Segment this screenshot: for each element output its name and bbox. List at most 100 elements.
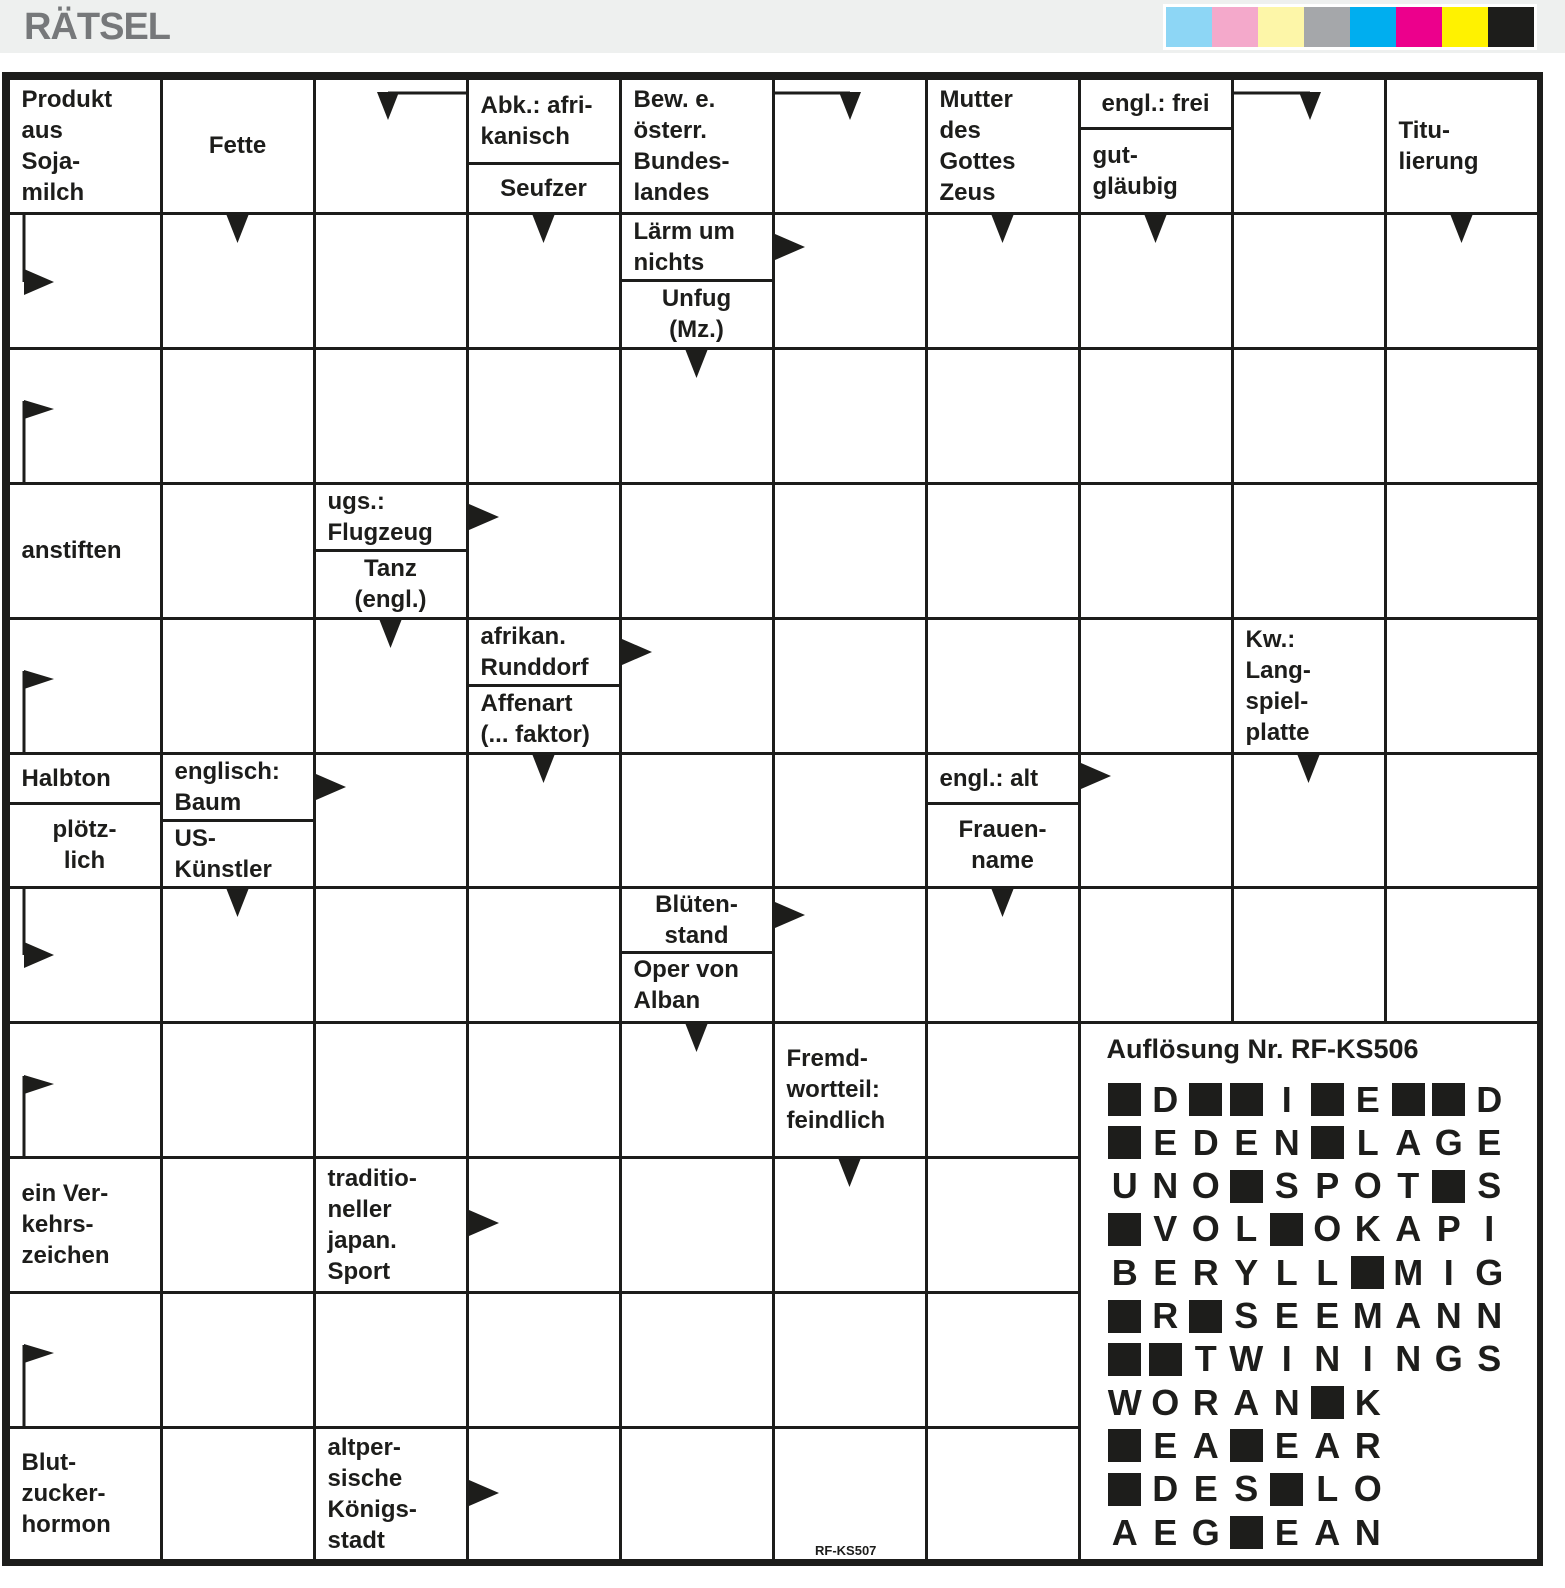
solution-letter: N xyxy=(1476,1295,1503,1336)
answer-cell[interactable] xyxy=(162,1428,313,1559)
crossword-grid: Produkt aus Soja- milch Fette Abk.: afri- … xyxy=(2,72,1543,1566)
solution-letter: O xyxy=(1313,1208,1342,1250)
answer-cell[interactable] xyxy=(1386,619,1537,752)
color-swatch xyxy=(1258,7,1304,47)
answer-cell[interactable] xyxy=(1080,619,1231,752)
answer-cell[interactable] xyxy=(9,888,160,1021)
answer-cell[interactable] xyxy=(774,1293,925,1426)
answer-cell[interactable] xyxy=(9,1293,160,1426)
solution-letter: A xyxy=(1395,1121,1422,1163)
answer-cell[interactable] xyxy=(162,1023,313,1156)
answer-cell[interactable] xyxy=(1233,754,1384,886)
answer-cell[interactable] xyxy=(621,349,772,482)
clue-text: englisch: Baum xyxy=(174,757,280,816)
answer-cell[interactable] xyxy=(927,214,1078,347)
answer-cell[interactable] xyxy=(1386,484,1537,617)
answer-cell[interactable] xyxy=(927,619,1078,752)
answer-cell[interactable] xyxy=(1233,484,1384,617)
answer-cell[interactable] xyxy=(9,1023,160,1156)
answer-cell[interactable] xyxy=(162,1293,313,1426)
answer-cell[interactable] xyxy=(9,349,160,482)
answer-cell[interactable] xyxy=(315,619,466,752)
answer-cell[interactable] xyxy=(1386,754,1537,886)
answer-cell[interactable] xyxy=(1080,214,1231,347)
answer-cell[interactable] xyxy=(774,214,925,347)
answer-cell[interactable] xyxy=(774,349,925,482)
answer-cell[interactable] xyxy=(927,349,1078,482)
answer-cell[interactable] xyxy=(621,484,772,617)
clue-cell: Blut- zucker- hormon xyxy=(9,1428,160,1559)
answer-cell[interactable] xyxy=(927,1023,1078,1156)
answer-cell[interactable] xyxy=(774,888,925,1021)
answer-cell[interactable] xyxy=(1233,888,1384,1021)
answer-cell[interactable] xyxy=(162,619,313,752)
answer-cell[interactable] xyxy=(468,484,619,617)
answer-cell[interactable] xyxy=(1080,349,1231,482)
color-swatch xyxy=(1442,7,1488,47)
answer-cell[interactable] xyxy=(927,1293,1078,1426)
answer-cell[interactable] xyxy=(9,619,160,752)
clue-divider xyxy=(9,801,160,805)
solution-letter: W xyxy=(1107,1381,1142,1423)
answer-cell[interactable] xyxy=(621,754,772,886)
solution-letter: V xyxy=(1153,1208,1178,1250)
answer-cell[interactable] xyxy=(927,1428,1078,1559)
answer-cell[interactable] xyxy=(162,484,313,617)
answer-cell[interactable] xyxy=(621,1158,772,1291)
answer-cell[interactable] xyxy=(315,214,466,347)
answer-cell[interactable] xyxy=(1233,79,1384,212)
answer-cell[interactable] xyxy=(315,754,466,886)
answer-cell[interactable] xyxy=(1233,349,1384,482)
answer-cell[interactable] xyxy=(468,1023,619,1156)
answer-cell[interactable] xyxy=(468,349,619,482)
answer-cell[interactable] xyxy=(774,619,925,752)
clue-text: Kw.: Lang- spiel- platte xyxy=(1245,625,1311,746)
answer-cell[interactable] xyxy=(468,214,619,347)
answer-cell[interactable] xyxy=(162,214,313,347)
answer-cell[interactable] xyxy=(774,1428,925,1559)
answer-cell[interactable] xyxy=(315,349,466,482)
answer-cell[interactable] xyxy=(162,349,313,482)
answer-cell[interactable] xyxy=(1233,214,1384,347)
answer-cell[interactable] xyxy=(774,1158,925,1291)
clue-cell: engl.: alt Frauen- name xyxy=(927,754,1078,886)
answer-cell[interactable] xyxy=(621,1293,772,1426)
answer-cell[interactable] xyxy=(468,754,619,886)
answer-cell[interactable] xyxy=(621,1428,772,1559)
answer-cell[interactable] xyxy=(774,79,925,212)
answer-cell[interactable] xyxy=(315,1023,466,1156)
answer-cell[interactable] xyxy=(315,79,466,212)
answer-cell[interactable] xyxy=(1080,484,1231,617)
answer-cell[interactable] xyxy=(162,888,313,1021)
answer-cell[interactable] xyxy=(1080,754,1231,886)
solution-letter: D xyxy=(1192,1121,1219,1163)
answer-cell[interactable] xyxy=(1386,214,1537,347)
answer-cell[interactable] xyxy=(468,1428,619,1559)
solution-letter: E xyxy=(1193,1468,1218,1510)
clue-text: plötz- lich xyxy=(52,816,117,875)
answer-cell[interactable] xyxy=(1386,888,1537,1021)
answer-cell[interactable] xyxy=(468,1293,619,1426)
answer-cell[interactable] xyxy=(315,888,466,1021)
solution-letter: A xyxy=(1395,1295,1422,1336)
answer-cell[interactable] xyxy=(927,484,1078,617)
clue-cell: Bew. e. österr. Bundes- landes xyxy=(621,79,772,212)
answer-cell[interactable] xyxy=(1080,888,1231,1021)
answer-cell[interactable] xyxy=(162,1158,313,1291)
answer-cell[interactable] xyxy=(468,888,619,1021)
answer-cell[interactable] xyxy=(927,888,1078,1021)
answer-cell[interactable] xyxy=(621,619,772,752)
color-swatch xyxy=(1212,7,1258,47)
answer-cell[interactable] xyxy=(927,1158,1078,1291)
answer-cell[interactable] xyxy=(1386,349,1537,482)
solution-letter: S xyxy=(1234,1295,1259,1336)
answer-cell[interactable] xyxy=(774,754,925,886)
answer-cell[interactable] xyxy=(9,214,160,347)
answer-cell[interactable] xyxy=(315,1293,466,1426)
answer-cell[interactable] xyxy=(468,1158,619,1291)
answer-cell[interactable] xyxy=(621,1023,772,1156)
clue-cell: Fette xyxy=(162,79,313,212)
answer-cell[interactable] xyxy=(774,484,925,617)
solution-black-square xyxy=(1105,1080,1146,1120)
